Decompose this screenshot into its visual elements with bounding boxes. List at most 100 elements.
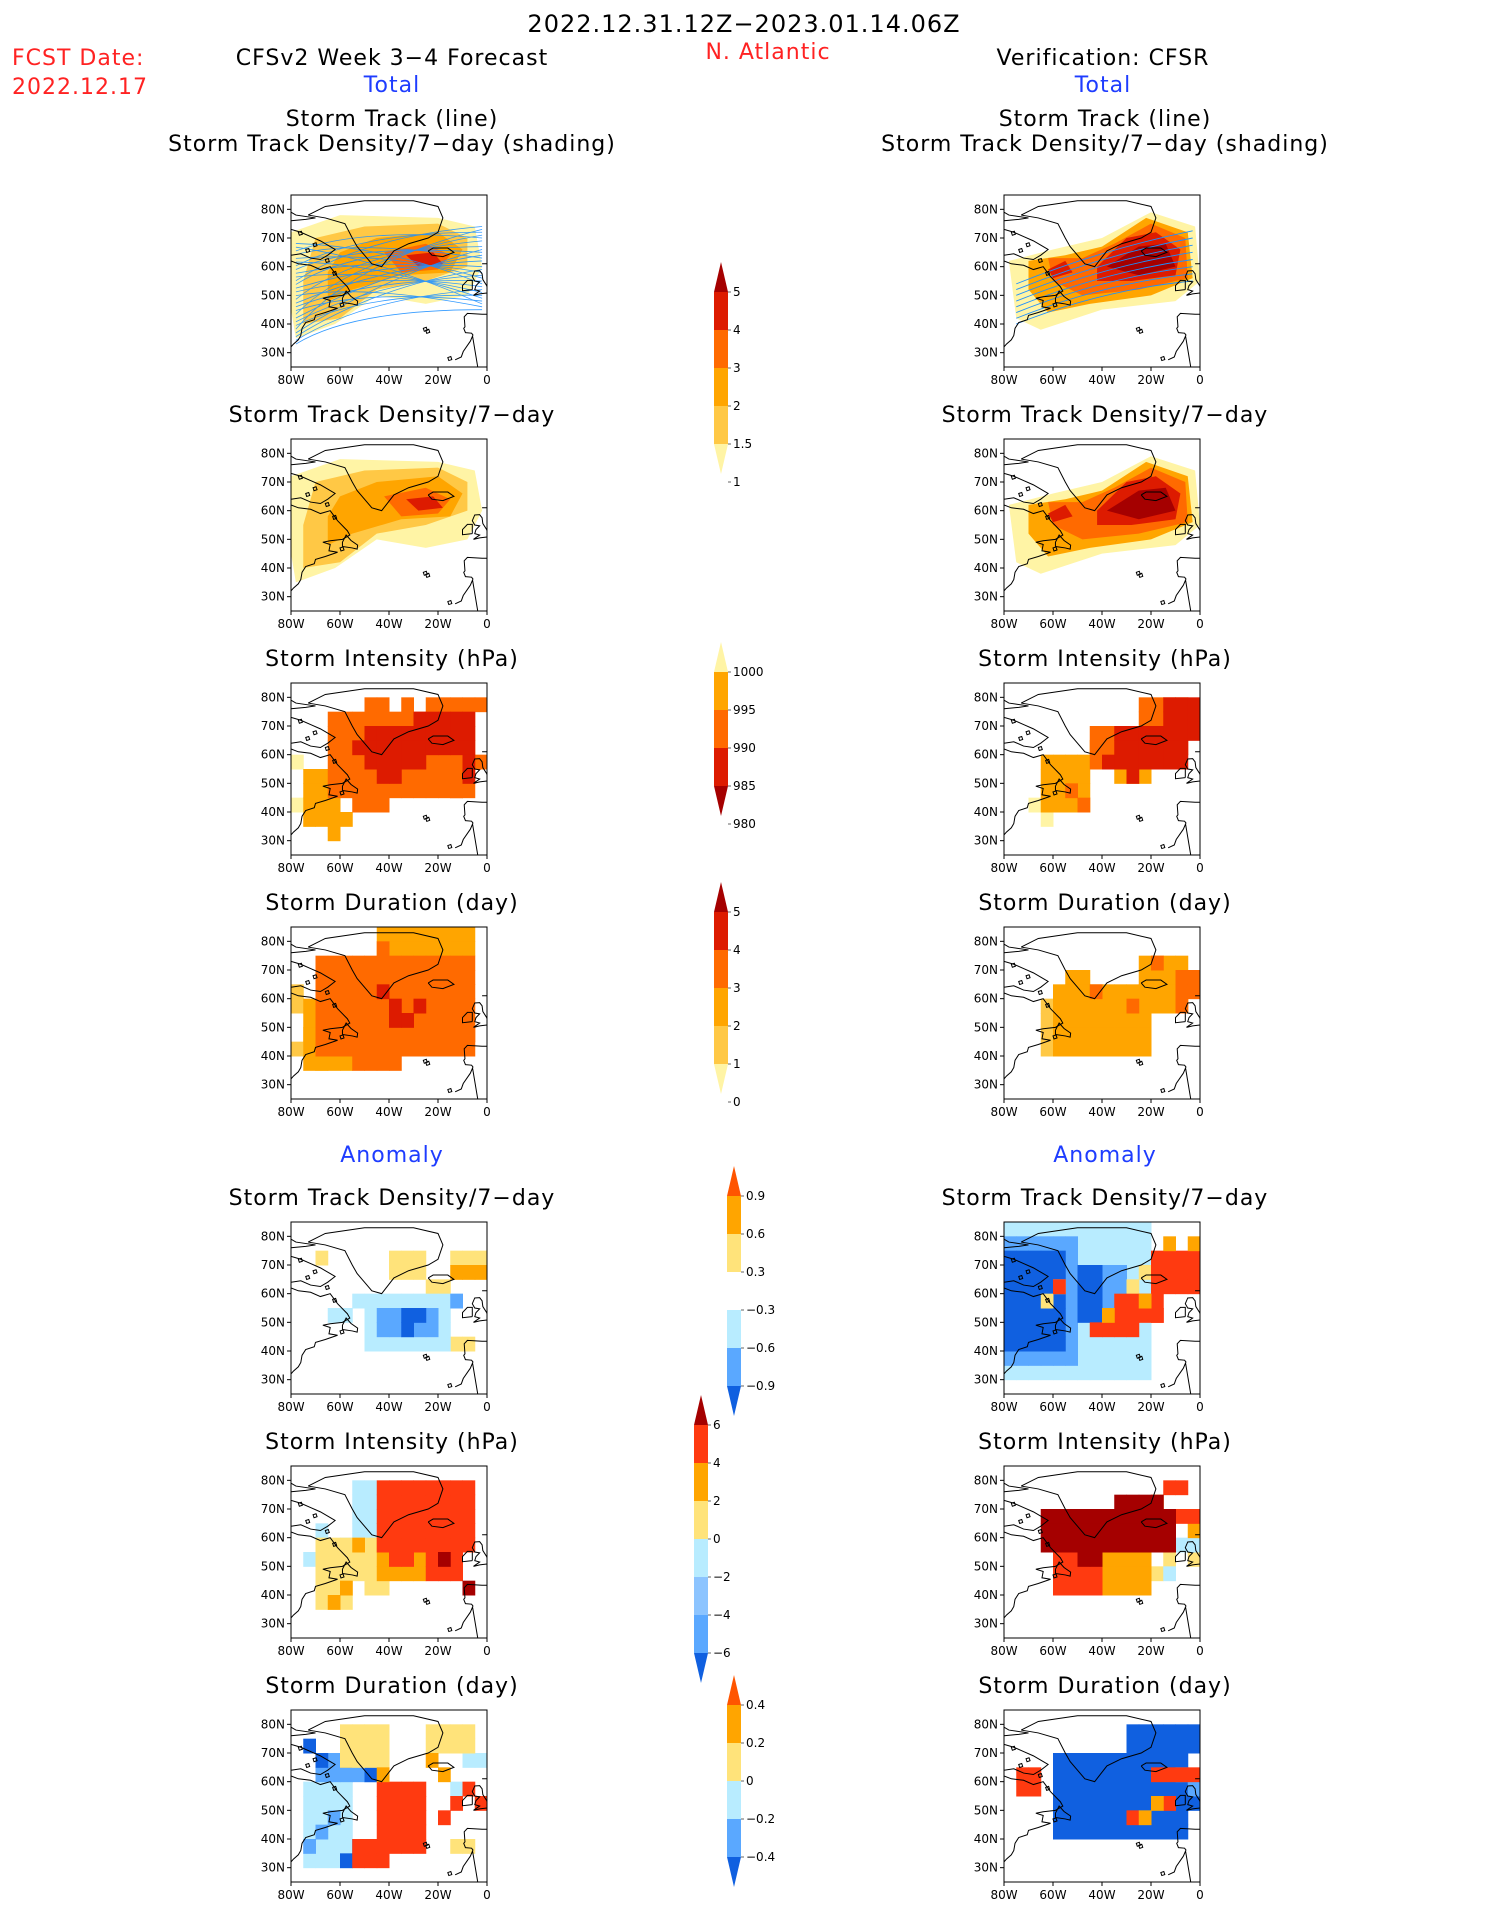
svg-text:30N: 30N [261, 346, 285, 360]
svg-text:60N: 60N [974, 504, 998, 518]
svg-text:−2: −2 [713, 1570, 731, 1584]
svg-text:60W: 60W [1039, 617, 1066, 631]
svg-text:−0.9: −0.9 [746, 1379, 775, 1393]
svg-text:80W: 80W [990, 373, 1017, 387]
svg-text:50N: 50N [261, 532, 285, 546]
svg-text:80N: 80N [261, 202, 285, 216]
svg-text:20W: 20W [1137, 861, 1164, 875]
panel-title-anom-density-right: Storm Track Density/7−day [941, 1186, 1269, 1211]
svg-text:80N: 80N [261, 1717, 285, 1731]
svg-text:20W: 20W [1137, 1888, 1164, 1902]
svg-text:60W: 60W [326, 861, 353, 875]
svg-text:20W: 20W [424, 1400, 451, 1414]
svg-text:50N: 50N [974, 776, 998, 790]
svg-text:−4: −4 [713, 1608, 731, 1622]
svg-text:40W: 40W [375, 1400, 402, 1414]
svg-text:60N: 60N [261, 504, 285, 518]
map-fcst-track-density: 80N 70N 60N 50N 40N 30N 80W 60W 40W 20W 0 [261, 194, 491, 387]
svg-text:995: 995 [733, 703, 756, 717]
svg-text:50N: 50N [974, 1020, 998, 1034]
map-obs-intensity: 80N 70N 60N 50N 40N 30N 80W 60W 40W 20W 0 [974, 682, 1204, 875]
svg-text:50N: 50N [261, 1803, 285, 1817]
svg-text:0: 0 [483, 373, 491, 387]
svg-text:70N: 70N [974, 475, 998, 489]
map-obs-density: 80N 70N 60N 50N 40N 30N 80W 60W 40W 20W 0 [974, 438, 1204, 631]
svg-text:50N: 50N [974, 288, 998, 302]
svg-text:40W: 40W [1088, 861, 1115, 875]
svg-text:40W: 40W [1088, 1105, 1115, 1119]
map-obs-track-density: 80N 70N 60N 50N 40N 30N 80W 60W 40W 20W 0 [974, 194, 1204, 387]
svg-text:70N: 70N [974, 963, 998, 977]
svg-text:4: 4 [733, 323, 741, 337]
svg-text:0: 0 [746, 1774, 754, 1788]
svg-text:80W: 80W [277, 1888, 304, 1902]
svg-text:60N: 60N [974, 1287, 998, 1301]
svg-text:50N: 50N [261, 1559, 285, 1573]
map-fcst-anom-duration: 80N 70N 60N 50N 40N 30N 80W 60W 40W 20W 0 [261, 1709, 491, 1902]
svg-text:60N: 60N [974, 992, 998, 1006]
svg-text:40N: 40N [261, 1588, 285, 1602]
left-column-title: CFSv2 Week 3−4 Forecast [235, 46, 549, 71]
panel-title-track-line-left: Storm Track (line) [285, 107, 499, 132]
panel-title-duration-right: Storm Duration (day) [978, 891, 1232, 916]
svg-text:30N: 30N [974, 1373, 998, 1387]
map-obs-anom-density: 80N 70N 60N 50N 40N 30N 80W 60W 40W 20W 0 [974, 1221, 1204, 1414]
svg-text:0: 0 [713, 1532, 721, 1546]
panel-title-anom-duration-left: Storm Duration (day) [265, 1674, 519, 1699]
svg-text:70N: 70N [261, 475, 285, 489]
panel-title-density-right: Storm Track Density/7−day [941, 403, 1269, 428]
svg-text:40W: 40W [1088, 1644, 1115, 1658]
svg-text:70N: 70N [974, 719, 998, 733]
svg-text:30N: 30N [974, 590, 998, 604]
svg-text:80W: 80W [277, 861, 304, 875]
panel-title-density-left: Storm Track Density/7−day [228, 403, 556, 428]
svg-text:990: 990 [733, 741, 756, 755]
svg-text:0: 0 [483, 617, 491, 631]
svg-text:60W: 60W [1039, 373, 1066, 387]
svg-text:30N: 30N [261, 834, 285, 848]
svg-text:80W: 80W [990, 1644, 1017, 1658]
svg-text:60N: 60N [261, 1531, 285, 1545]
svg-text:80N: 80N [974, 202, 998, 216]
panel-title-anom-intensity-left: Storm Intensity (hPa) [265, 1430, 519, 1455]
svg-text:60W: 60W [326, 373, 353, 387]
colorbar-duration: 5 4 3 2 1 0 [714, 882, 784, 1109]
svg-text:4: 4 [713, 1456, 721, 1470]
svg-text:0.6: 0.6 [746, 1227, 765, 1241]
panel-title-anom-duration-right: Storm Duration (day) [978, 1674, 1232, 1699]
svg-text:0: 0 [483, 861, 491, 875]
svg-text:80N: 80N [974, 446, 998, 460]
svg-text:2: 2 [733, 1019, 741, 1033]
svg-text:40N: 40N [974, 1049, 998, 1063]
svg-text:70N: 70N [974, 1746, 998, 1760]
svg-text:1: 1 [733, 475, 741, 489]
svg-text:20W: 20W [424, 1644, 451, 1658]
svg-text:0: 0 [483, 1888, 491, 1902]
svg-text:0.9: 0.9 [746, 1189, 765, 1203]
svg-text:30N: 30N [261, 1078, 285, 1092]
svg-text:80W: 80W [990, 861, 1017, 875]
anomaly-right-label: Anomaly [1053, 1143, 1157, 1168]
svg-text:80N: 80N [261, 690, 285, 704]
colorbar-anom-density: 0.9 0.6 0.3 −0.3 −0.6 −0.9 [727, 1166, 797, 1430]
map-obs-duration: 80N 70N 60N 50N 40N 30N 80W 60W 40W 20W 0 [974, 926, 1204, 1119]
svg-text:20W: 20W [1137, 1105, 1164, 1119]
svg-text:30N: 30N [261, 590, 285, 604]
svg-text:80W: 80W [277, 373, 304, 387]
svg-text:60N: 60N [974, 748, 998, 762]
svg-text:70N: 70N [261, 719, 285, 733]
map-obs-anom-duration: 80N 70N 60N 50N 40N 30N 80W 60W 40W 20W 0 [974, 1709, 1204, 1902]
svg-text:0: 0 [1196, 373, 1204, 387]
svg-text:40N: 40N [974, 561, 998, 575]
svg-text:5: 5 [733, 285, 741, 299]
svg-text:30N: 30N [974, 1617, 998, 1631]
svg-text:40N: 40N [261, 1049, 285, 1063]
colorbar-anom-duration: 0.4 0.2 0 −0.2 −0.4 [727, 1675, 797, 1901]
svg-text:60W: 60W [1039, 1105, 1066, 1119]
svg-text:70N: 70N [261, 231, 285, 245]
svg-text:20W: 20W [424, 617, 451, 631]
svg-text:50N: 50N [974, 1559, 998, 1573]
svg-text:80N: 80N [261, 1473, 285, 1487]
svg-text:50N: 50N [974, 532, 998, 546]
svg-text:50N: 50N [261, 1020, 285, 1034]
